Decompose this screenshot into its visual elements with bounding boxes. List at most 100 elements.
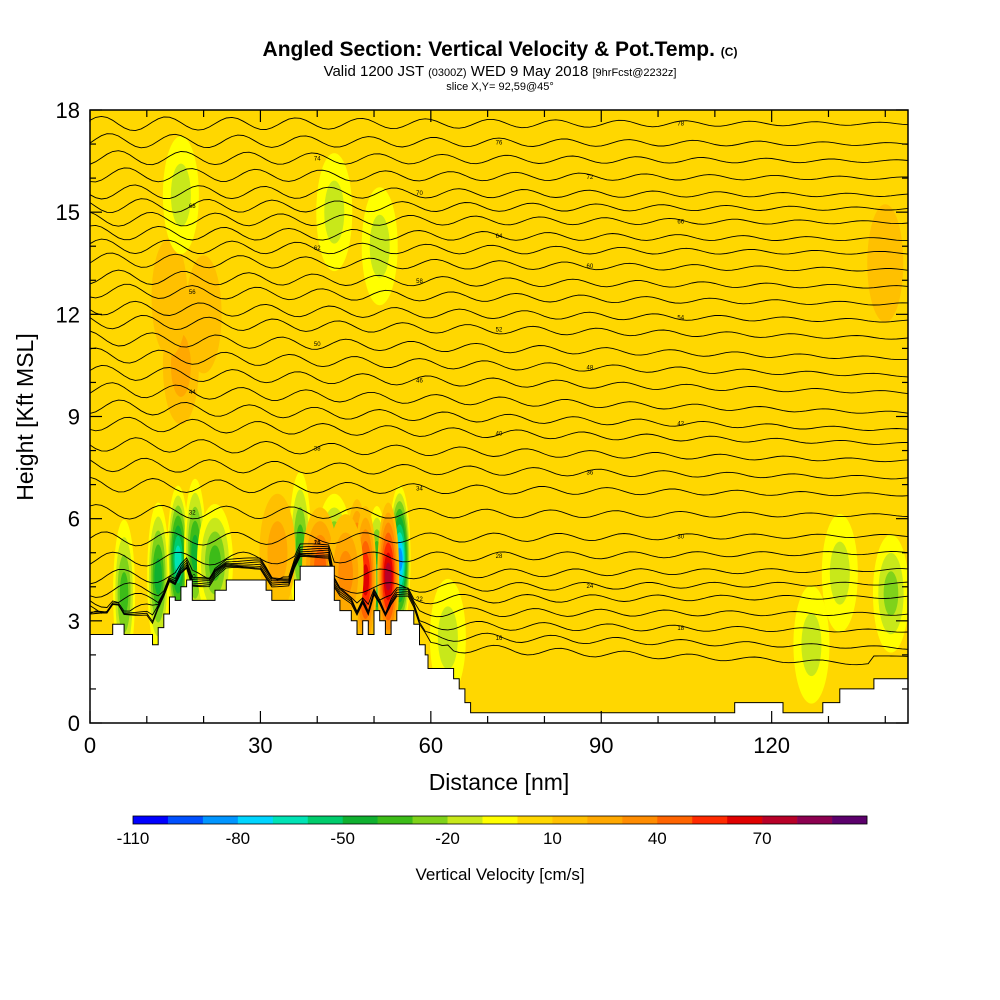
theta-isoline-42 [90,399,908,431]
theta-isoline-24 [90,547,908,598]
plot-area: 1416182022242628303234363840424446485052… [90,110,908,723]
x-tick-label-30: 30 [248,733,272,758]
theta-isoline-46 [90,364,908,395]
velocity-core-20 [872,534,908,653]
colorbar-swatch-20 [832,816,868,824]
theta-label-18: 18 [677,626,684,632]
theta-label-38: 38 [314,446,321,452]
velocity-core-11-band-5 [362,564,370,596]
theta-isoline-58 [90,269,908,289]
theta-label-52: 52 [496,328,503,334]
velocity-core-24 [361,187,398,306]
theta-label-36: 36 [587,471,594,477]
colorbar-swatch-12 [552,816,588,824]
y-tick-label-12: 12 [56,302,80,327]
y-tick-label-3: 3 [68,609,80,634]
potential-temperature-contours: 1416182022242628303234363840424446485052… [90,115,908,666]
theta-label-40: 40 [496,432,503,438]
theta-label-14: 14 [314,541,321,547]
theta-label-72: 72 [587,175,594,181]
velocity-core-19 [429,578,466,697]
colorbar-swatch-1 [167,816,204,824]
colorbar-swatch-0 [133,816,169,824]
theta-label-66: 66 [677,219,684,225]
theta-label-28: 28 [496,554,503,560]
theta-isoline-36 [90,457,908,480]
colorbar-tick--50: -50 [330,829,355,848]
velocity-core-19-band-1 [437,606,458,670]
x-tick-label-0: 0 [84,733,96,758]
theta-isoline-66 [90,211,908,227]
velocity-core-21-band-1 [829,541,850,605]
theta-label-68: 68 [189,204,196,210]
colorbar-swatch-5 [307,816,344,824]
colorbar-tick--110: -110 [117,829,150,848]
colorbar-tick-40: 40 [648,829,667,848]
theta-label-34: 34 [416,487,423,493]
theta-isoline-48 [90,347,908,378]
velocity-core-10-band-6 [384,562,392,591]
theta-isoline-78 [90,115,908,132]
theta-isoline-34 [90,476,908,497]
theta-label-56: 56 [189,290,196,296]
theta-label-44: 44 [189,390,196,396]
velocity-core-14-band-1 [267,521,288,585]
velocity-core-24-band-1 [369,214,390,278]
theta-isoline-68 [90,198,908,213]
theta-isoline-64 [90,224,908,242]
theta-isoline-76 [90,133,908,149]
colorbar-swatch-9 [447,816,483,824]
theta-label-46: 46 [416,378,423,384]
colorbar-swatch-18 [762,816,798,824]
theta-label-48: 48 [587,366,594,372]
velocity-core-3-band-3 [119,572,129,616]
velocity-core-13-band-2 [338,550,353,596]
theta-isoline-56 [90,283,908,306]
colorbar-tick-70: 70 [753,829,772,848]
theta-isoline-62 [90,238,908,255]
theta-label-22: 22 [416,597,423,603]
theta-isoline-20 [90,551,908,618]
velocity-core-20-band-2 [883,571,899,616]
theta-isoline-60 [90,252,908,272]
theta-isoline-26 [90,545,908,585]
title-main: Angled Section: Vertical Velocity & Pot.… [262,38,715,61]
theta-label-58: 58 [416,279,423,285]
valid-date: WED 9 May 2018 [470,63,589,80]
theta-label-42: 42 [677,422,684,428]
velocity-core-3 [113,519,136,668]
theta-isoline-18 [90,553,908,633]
velocity-core-17 [185,255,222,374]
velocity-core-21 [821,514,858,633]
x-tick-label-90: 90 [589,733,613,758]
theta-isoline-44 [90,382,908,414]
theta-label-64: 64 [496,234,503,240]
theta-isoline-54 [90,300,908,323]
colorbar-swatch-4 [272,816,309,824]
colorbar: -110 -80 -50 -20 10 40 70 [117,815,868,848]
velocity-core-18-band-0 [867,204,904,323]
theta-label-70: 70 [416,191,423,197]
y-tick-label-18: 18 [56,98,80,123]
theta-label-30: 30 [677,535,684,541]
theta-isoline-52 [90,315,908,340]
valid-utc: (0300Z) [428,67,467,79]
velocity-core-22-band-1 [170,163,191,227]
colorbar-swatch-7 [377,816,413,824]
velocity-core-23-band-1 [324,180,345,244]
theta-label-62: 62 [314,246,321,252]
theta-label-74: 74 [314,157,321,163]
colorbar-swatch-16 [692,816,728,824]
theta-isoline-14 [90,555,908,666]
chart-title-block: Angled Section: Vertical Velocity & Pot.… [0,38,1000,94]
colorbar-swatch-10 [482,816,518,824]
theta-isoline-38 [90,437,908,463]
chart-subtitle: Valid 1200 JST (0300Z) WED 9 May 2018 [9… [0,64,1000,81]
theta-isoline-30 [90,531,908,547]
forecast-info: [9hrFcst@2232z] [592,67,677,79]
velocity-core-2-band-4 [154,558,162,595]
velocity-core-2 [147,502,170,651]
chart-title: Angled Section: Vertical Velocity & Pot.… [0,38,1000,64]
